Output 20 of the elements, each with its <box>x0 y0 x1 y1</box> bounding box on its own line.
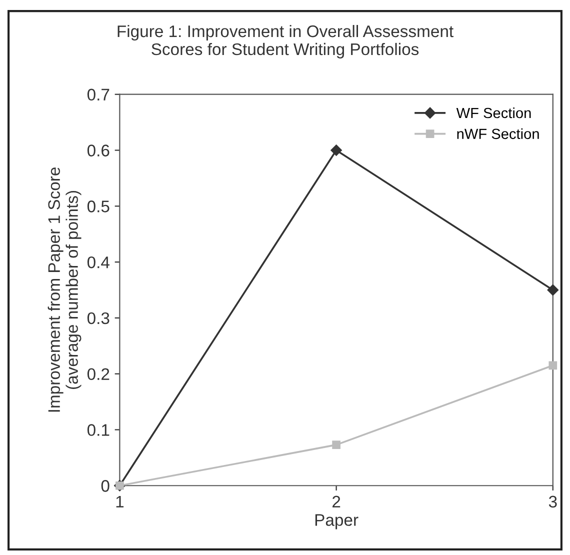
y-tick-label: 0.5 <box>87 200 110 212</box>
point <box>330 144 342 156</box>
chart-title: Figure 1: Improvement in Overall Assessment Scores for Student Writing Portfolios <box>118 24 454 58</box>
x-tick-label: 2 <box>332 496 340 508</box>
y-tick-label: 0.2 <box>87 368 110 380</box>
x-tick-label: 1 <box>116 496 124 508</box>
point <box>548 361 558 370</box>
x-tick-label: 3 <box>548 496 557 508</box>
y-tick-label: 0.7 <box>87 88 110 101</box>
y-tick-label: 0.3 <box>87 312 110 324</box>
y-tick-label: 0 <box>101 480 110 492</box>
point <box>547 284 559 296</box>
legend-label: WF Section <box>456 107 531 118</box>
y-axis-title: Improvement from Paper 1 Score (average number of points) <box>48 168 82 412</box>
legend-label: nWF Section <box>457 128 539 140</box>
y-tick-label: 0.6 <box>87 144 110 156</box>
y-tick-label: 0.4 <box>87 256 110 268</box>
y-tick-label: 0.1 <box>87 424 110 436</box>
x-axis-title: Paper <box>315 514 358 530</box>
point <box>332 440 340 449</box>
